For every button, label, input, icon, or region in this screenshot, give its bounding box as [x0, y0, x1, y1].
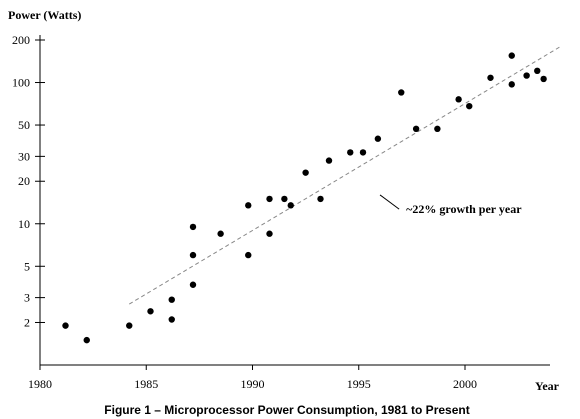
data-point: [508, 81, 515, 88]
data-point: [168, 296, 175, 303]
data-point: [189, 223, 197, 231]
data-point: [374, 135, 382, 142]
data-point: [534, 67, 541, 75]
data-point: [325, 157, 333, 164]
data-point: [434, 125, 441, 133]
data-point: [487, 74, 494, 81]
figure-caption: Figure 1 – Microprocessor Power Consumpt…: [104, 403, 469, 417]
trend-line-group: ~22% growth per year: [128, 46, 561, 305]
data-point: [245, 251, 252, 259]
y-tick-label: 10: [18, 217, 30, 231]
data-point: [147, 308, 154, 315]
trend-line: [128, 46, 561, 305]
data-point: [398, 89, 405, 96]
axes: 2 3 5 10 20 30 50 100 200 1980 1985 1990 1995 2000: [12, 33, 550, 391]
x-tick-label: 2000: [453, 377, 477, 391]
data-point: [266, 230, 273, 237]
data-point: [412, 125, 420, 133]
data-point: [508, 52, 515, 59]
x-tick-label: 1980: [28, 377, 52, 391]
data-point: [245, 202, 252, 209]
x-axis-title: Year: [535, 379, 560, 393]
data-point: [455, 96, 462, 103]
data-point: [168, 316, 175, 323]
data-point: [540, 75, 547, 83]
data-point: [302, 169, 309, 176]
data-point: [189, 251, 197, 259]
data-point: [281, 195, 288, 203]
data-point: [359, 149, 367, 156]
x-tick-label: 1985: [134, 377, 158, 391]
data-point: [347, 149, 354, 156]
data-point: [62, 322, 69, 329]
data-point: [466, 102, 473, 110]
y-tick-label: 100: [12, 76, 30, 90]
trend-callout-line: [379, 194, 400, 210]
y-tick-label: 2: [24, 315, 30, 329]
data-point: [266, 195, 273, 203]
y-axis-title: Power (Watts): [8, 8, 81, 22]
data-point: [317, 195, 324, 203]
data-points: [62, 52, 547, 344]
data-point: [523, 72, 530, 79]
y-tick-label: 50: [18, 118, 30, 132]
y-tick-label: 3: [24, 291, 30, 305]
data-point: [217, 230, 224, 237]
x-tick-label: 1990: [241, 377, 265, 391]
y-tick-label: 30: [18, 149, 30, 163]
data-point: [287, 202, 294, 209]
data-point: [189, 281, 197, 288]
x-tick-label: 1995: [347, 377, 371, 391]
trend-label: ~22% growth per year: [406, 202, 522, 216]
y-tick-label: 20: [18, 174, 30, 188]
y-tick-label: 5: [24, 259, 30, 273]
data-point: [126, 322, 133, 329]
data-point: [83, 336, 90, 344]
y-tick-label: 200: [12, 33, 30, 47]
